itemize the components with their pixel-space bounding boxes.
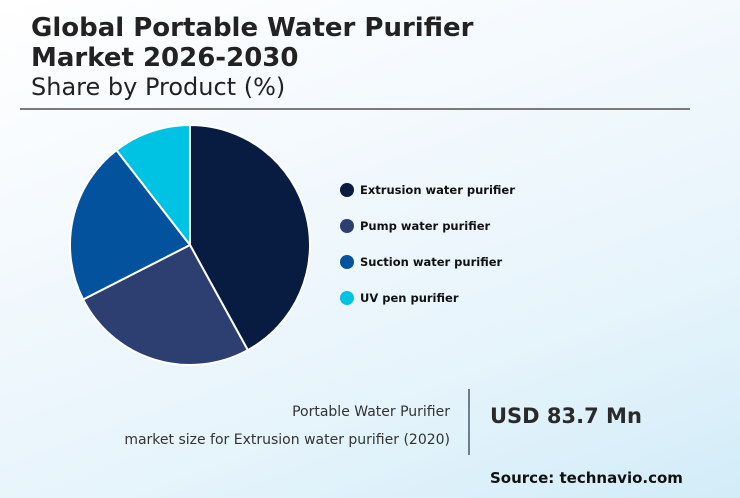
chart-subtitle: Share by Product (%) [31, 73, 286, 101]
legend-item-suction: Suction water purifier [340, 244, 515, 280]
stat-divider [468, 389, 470, 455]
legend-dot-icon [340, 183, 354, 197]
legend-dot-icon [340, 255, 354, 269]
legend-item-uv-pen: UV pen purifier [340, 280, 515, 316]
market-size-desc-line-2: market size for Extrusion water purifier… [124, 432, 450, 448]
pie-slice-suction-water-purifier [69, 148, 192, 301]
legend-dot-icon [340, 219, 354, 233]
legend-label: Suction water purifier [360, 255, 503, 269]
title-line-2: Market 2026-2030 [31, 43, 299, 73]
legend-item-pump: Pump water purifier [340, 208, 515, 244]
legend-item-extrusion: Extrusion water purifier [340, 172, 515, 208]
legend: Extrusion water purifier Pump water puri… [340, 172, 515, 316]
pie-slice-pump-water-purifier [81, 243, 250, 366]
pie-chart [69, 123, 311, 366]
legend-dot-icon [340, 291, 354, 305]
legend-label: Pump water purifier [360, 219, 491, 233]
market-size-description: Portable Water Purifier market size for … [124, 398, 450, 454]
market-size-desc-line-1: Portable Water Purifier [292, 404, 450, 420]
legend-label: UV pen purifier [360, 291, 459, 305]
legend-label: Extrusion water purifier [360, 183, 515, 197]
chart-title: Global Portable Water Purifier Market 20… [31, 13, 473, 73]
pie-slice-extrusion-water-purifier [189, 123, 311, 352]
market-size-value: USD 83.7 Mn [490, 404, 642, 428]
title-line-1: Global Portable Water Purifier [31, 13, 474, 43]
source-credit: Source: technavio.com [490, 469, 683, 487]
header-divider [20, 108, 690, 110]
pie-slice-uv-pen-purifier [115, 123, 191, 248]
